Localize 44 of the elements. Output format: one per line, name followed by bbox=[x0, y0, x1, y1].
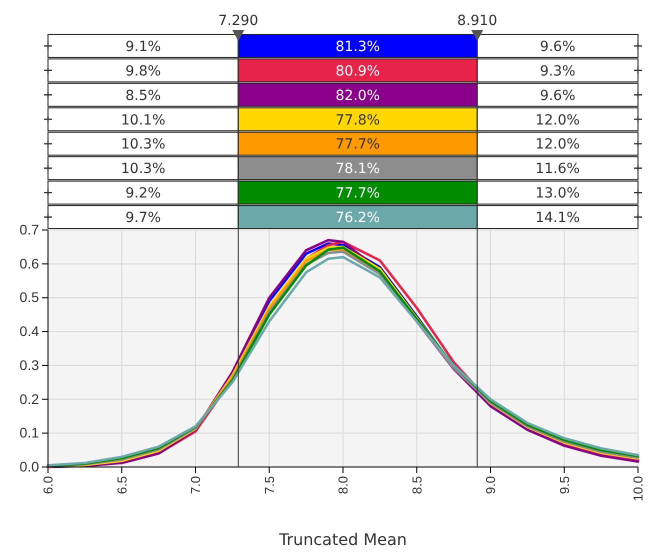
x-axis-title: Truncated Mean bbox=[278, 530, 407, 549]
text: 9.6% bbox=[540, 88, 576, 104]
x-tick-label: 10.0 bbox=[630, 476, 646, 502]
ref-line-label: 7.290 bbox=[218, 13, 258, 29]
text: 80.9% bbox=[336, 63, 380, 80]
x-tick-label: 7.0 bbox=[188, 476, 204, 494]
text: 10.3% bbox=[120, 161, 166, 178]
text: 14.1% bbox=[535, 210, 580, 226]
text: 8.5% bbox=[125, 88, 161, 104]
text: 82.0% bbox=[336, 88, 380, 104]
text: 77.8% bbox=[336, 112, 380, 128]
y-tick-label: 0.7 bbox=[20, 221, 40, 238]
text: 10.1% bbox=[120, 112, 166, 128]
text: 10.3% bbox=[120, 136, 166, 153]
text: 76.2% bbox=[336, 210, 380, 226]
x-tick-label: 6.5 bbox=[114, 476, 130, 494]
text: 81.3% bbox=[336, 38, 380, 55]
text: 9.1% bbox=[125, 38, 161, 55]
ref-line-label: 8.910 bbox=[457, 13, 498, 29]
text: 11.6% bbox=[535, 161, 580, 178]
y-tick-label: 0.1 bbox=[20, 424, 40, 441]
y-tick-label: 0.5 bbox=[20, 289, 40, 306]
x-tick-label: 8.5 bbox=[409, 476, 424, 494]
y-tick-label: 0.0 bbox=[20, 458, 40, 474]
y-tick-label: 0.2 bbox=[20, 390, 40, 407]
text: 9.7% bbox=[125, 210, 161, 226]
x-tick-label: 9.5 bbox=[556, 476, 572, 494]
x-tick-label: 6.0 bbox=[40, 476, 56, 494]
text: 9.2% bbox=[125, 186, 161, 202]
text: 77.7% bbox=[336, 136, 380, 153]
text: 78.1% bbox=[336, 161, 380, 178]
text: 12.0% bbox=[535, 136, 580, 153]
y-tick-label: 0.6 bbox=[20, 255, 40, 272]
text: 12.0% bbox=[535, 112, 580, 128]
x-tick-label: 9.0 bbox=[483, 476, 498, 494]
x-tick-label: 8.0 bbox=[336, 476, 351, 494]
text: 9.3% bbox=[540, 63, 576, 80]
y-tick-label: 0.3 bbox=[20, 356, 40, 373]
text: 9.6% bbox=[540, 38, 576, 55]
y-tick-label: 0.4 bbox=[20, 323, 40, 340]
text: 13.0% bbox=[535, 186, 580, 202]
x-tick-label: 7.5 bbox=[262, 476, 277, 494]
text: 77.7% bbox=[336, 186, 380, 202]
text: 9.8% bbox=[125, 63, 161, 80]
